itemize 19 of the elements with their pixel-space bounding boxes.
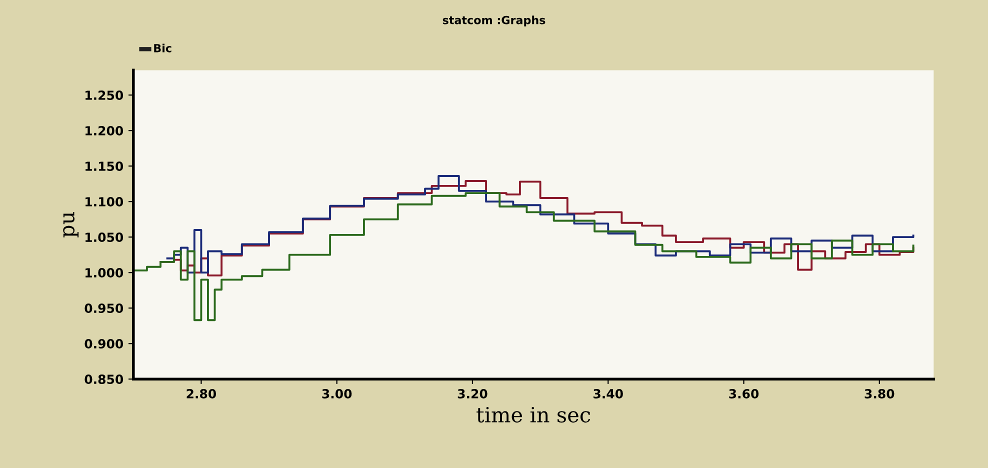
y-tick-label: 0.950	[84, 304, 124, 313]
y-tick-label: 0.850	[84, 374, 124, 384]
y-tick-label: 1.250	[86, 90, 124, 100]
legend-title: Bic	[154, 44, 172, 52]
x-axis-title: time in sec	[476, 406, 590, 423]
x-tick-label: 2.80	[186, 389, 216, 398]
chart-title: statcom :Graphs	[442, 16, 546, 26]
x-tick-label: 3.80	[864, 389, 894, 398]
x-tick-label: 3.60	[729, 389, 759, 398]
y-tick-label: 1.000	[86, 268, 124, 278]
y-axis-title: pu	[63, 212, 79, 238]
y-tick-label: 1.100	[86, 197, 124, 206]
x-tick-label: 3.20	[458, 389, 488, 398]
y-tick-label: 1.150	[86, 162, 124, 171]
x-tick-label: 3.00	[322, 389, 352, 398]
y-tick-label: 1.050	[86, 232, 124, 242]
x-tick-label: 3.40	[594, 389, 623, 398]
y-tick-label: 1.200	[86, 126, 124, 136]
y-tick-label: 0.900	[84, 339, 124, 349]
